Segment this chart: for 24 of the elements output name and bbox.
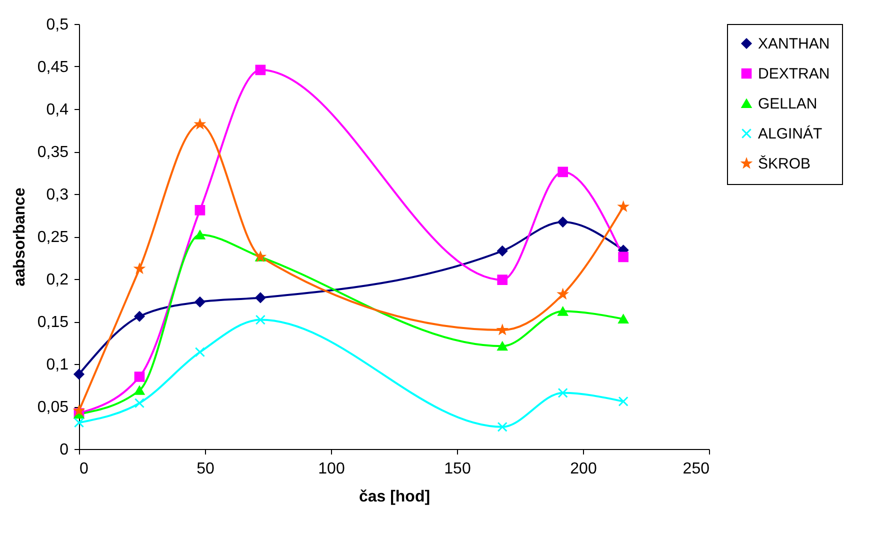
y-tick-label: 0,3 xyxy=(46,186,69,204)
x-tick-label: 50 xyxy=(196,460,214,478)
x-axis-title: čas [hod] xyxy=(358,488,430,506)
legend-label: ŠKROB xyxy=(758,154,811,172)
y-tick-label: 0,35 xyxy=(37,144,69,161)
legend-label: XANTHAN xyxy=(758,36,830,52)
y-tick-label: 0,15 xyxy=(37,314,69,331)
y-tick-label: 0,4 xyxy=(46,102,69,118)
x-tick-label: 150 xyxy=(444,460,471,478)
x-tick-label: 200 xyxy=(570,460,597,478)
y-tick-label: 0,2 xyxy=(46,272,69,288)
y-tick-label: 0,1 xyxy=(46,356,69,374)
x-tick-label: 100 xyxy=(318,460,345,478)
x-tick-label: 0 xyxy=(80,460,88,478)
y-tick-label: 0,45 xyxy=(37,59,69,76)
y-tick-label: 0,5 xyxy=(46,16,69,34)
y-tick-label: 0 xyxy=(60,442,69,458)
x-tick-label: 250 xyxy=(682,460,710,478)
legend-label: DEXTRAN xyxy=(758,66,830,82)
y-tick-label: 0,25 xyxy=(37,229,69,246)
legend-label: GELLAN xyxy=(758,96,818,112)
y-axis-title: aabsorbance xyxy=(11,188,28,286)
legend-label: ALGINÁT xyxy=(758,124,822,142)
y-tick-label: 0,05 xyxy=(37,399,69,416)
